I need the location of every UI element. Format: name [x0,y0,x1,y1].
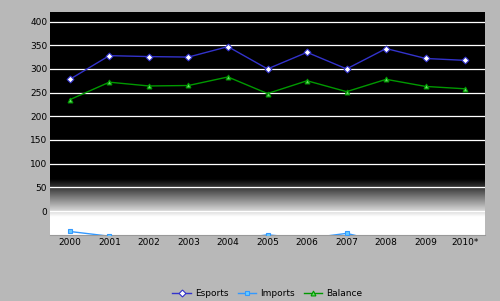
Imports [383,241,389,245]
Balance [225,75,231,79]
Esports [225,45,231,48]
Balance [462,87,468,91]
Line: Balance: Balance [68,75,468,102]
Balance [186,84,192,87]
Imports [186,237,192,240]
Balance [344,90,349,94]
Balance [67,98,73,101]
Balance [422,85,428,88]
Balance [146,84,152,88]
Imports [106,234,112,238]
Imports [462,239,468,243]
Imports [225,239,231,242]
Imports [67,230,73,233]
Legend: Esports, Imports, Balance: Esports, Imports, Balance [169,285,366,301]
Esports [186,55,192,59]
Balance [106,80,112,84]
Esports [106,54,112,57]
Balance [264,92,270,95]
Line: Esports: Esports [68,44,468,82]
Esports [462,59,468,62]
Line: Imports: Imports [68,229,468,245]
Balance [383,78,389,81]
Esports [344,67,349,71]
Esports [383,47,389,50]
Esports [304,51,310,54]
Imports [304,237,310,240]
Esports [146,55,152,58]
Imports [422,238,428,241]
Balance [304,79,310,82]
Imports [264,233,270,237]
Imports [344,231,349,235]
Imports [146,239,152,243]
Esports [422,57,428,60]
Esports [67,78,73,81]
Esports [264,67,270,71]
